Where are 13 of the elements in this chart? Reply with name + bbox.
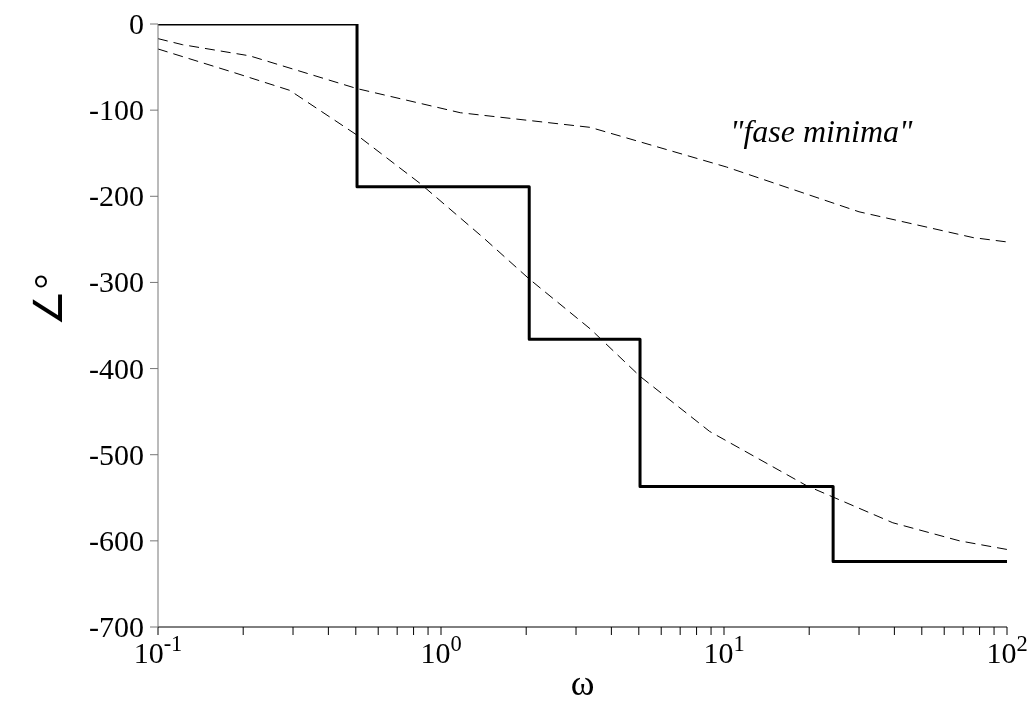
y-tick-label: -600: [89, 523, 144, 557]
y-tick-label: -100: [89, 93, 144, 127]
x-tick-label: 10$^{2}$: [986, 630, 1028, 669]
y-tick-label: 0: [129, 7, 144, 40]
y-tick-label: -400: [89, 351, 144, 385]
y-tick-label: -500: [89, 437, 144, 471]
y-tick-label: -300: [89, 265, 144, 299]
x-tick-label: 10$^{0}$: [420, 630, 462, 669]
x-tick-label: 10$^{1}$: [703, 630, 745, 669]
y-tick-label: -200: [89, 179, 144, 213]
y-axis-title: ∠°: [26, 273, 72, 326]
annotation: "fase minima": [730, 113, 913, 150]
x-axis-title: ω: [570, 663, 595, 703]
